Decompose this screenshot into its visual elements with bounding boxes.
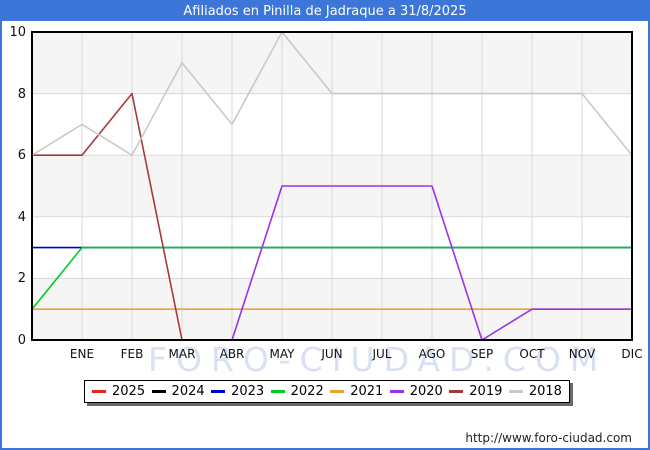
legend-swatch-2019 xyxy=(449,390,464,393)
legend-swatch-2020 xyxy=(389,390,404,393)
legend-swatch-2018 xyxy=(508,390,523,393)
legend-item-2021: 2021 xyxy=(330,385,383,398)
y-tick-2: 2 xyxy=(17,271,26,287)
legend-label-2024: 2024 xyxy=(171,384,205,399)
chart-legend: 2025 2024 2023 2022 2021 2020 2019 2018 xyxy=(84,380,570,403)
x-tick-dic: DIC xyxy=(621,347,643,361)
series-line-2018 xyxy=(31,31,633,156)
legend-item-2019: 2019 xyxy=(449,385,502,398)
x-tick-ene: ENE xyxy=(69,347,95,361)
chart-title: Afiliados en Pinilla de Jadraque a 31/8/… xyxy=(2,2,648,21)
x-tick-ago: AGO xyxy=(418,347,446,361)
legend-swatch-2022 xyxy=(270,390,285,393)
legend-swatch-2024 xyxy=(151,390,166,393)
x-tick-jul: JUL xyxy=(372,347,392,361)
legend-item-2025: 2025 xyxy=(92,385,145,398)
x-tick-nov: NOV xyxy=(568,347,596,361)
plot-frame xyxy=(31,31,633,341)
y-tick-10: 10 xyxy=(9,25,26,40)
y-tick-4: 4 xyxy=(17,209,26,225)
legend-item-2024: 2024 xyxy=(151,384,205,399)
x-tick-sep: SEP xyxy=(470,347,494,361)
series-line-2022 xyxy=(31,246,632,310)
site-url-link[interactable]: http://www.foro-ciudad.com xyxy=(465,431,632,445)
y-tick-8: 8 xyxy=(17,86,26,102)
legend-swatch-2021 xyxy=(330,390,345,393)
legend-swatch-2023 xyxy=(211,390,226,393)
legend-item-2020: 2020 xyxy=(389,384,443,399)
y-tick-6: 6 xyxy=(17,148,26,164)
legend-label-2021: 2021 xyxy=(350,384,384,399)
legend-swatch-2025 xyxy=(92,390,106,393)
foro-ciudad-watermark: FORO-CIUDAD.COM xyxy=(148,340,608,379)
series-line-2020 xyxy=(231,185,632,341)
x-tick-abr: ABR xyxy=(219,347,245,361)
legend-label-2020: 2020 xyxy=(409,384,443,399)
legend-label-2019: 2019 xyxy=(469,384,503,399)
legend-item-2018: 2018 xyxy=(508,384,562,399)
legend-item-2022: 2022 xyxy=(270,384,324,399)
legend-item-2023: 2023 xyxy=(211,385,264,398)
legend-label-2025: 2025 xyxy=(112,384,146,399)
legend-label-2023: 2023 xyxy=(231,384,265,399)
x-tick-may: MAY xyxy=(269,347,295,361)
x-tick-oct: OCT xyxy=(519,347,545,361)
y-tick-0: 0 xyxy=(17,333,26,348)
x-tick-jun: JUN xyxy=(321,347,343,361)
legend-label-2022: 2022 xyxy=(290,384,324,399)
legend-label-2018: 2018 xyxy=(528,384,562,399)
x-tick-feb: FEB xyxy=(120,347,144,361)
series-line-2019 xyxy=(32,92,183,341)
x-tick-mar: MAR xyxy=(168,347,196,361)
